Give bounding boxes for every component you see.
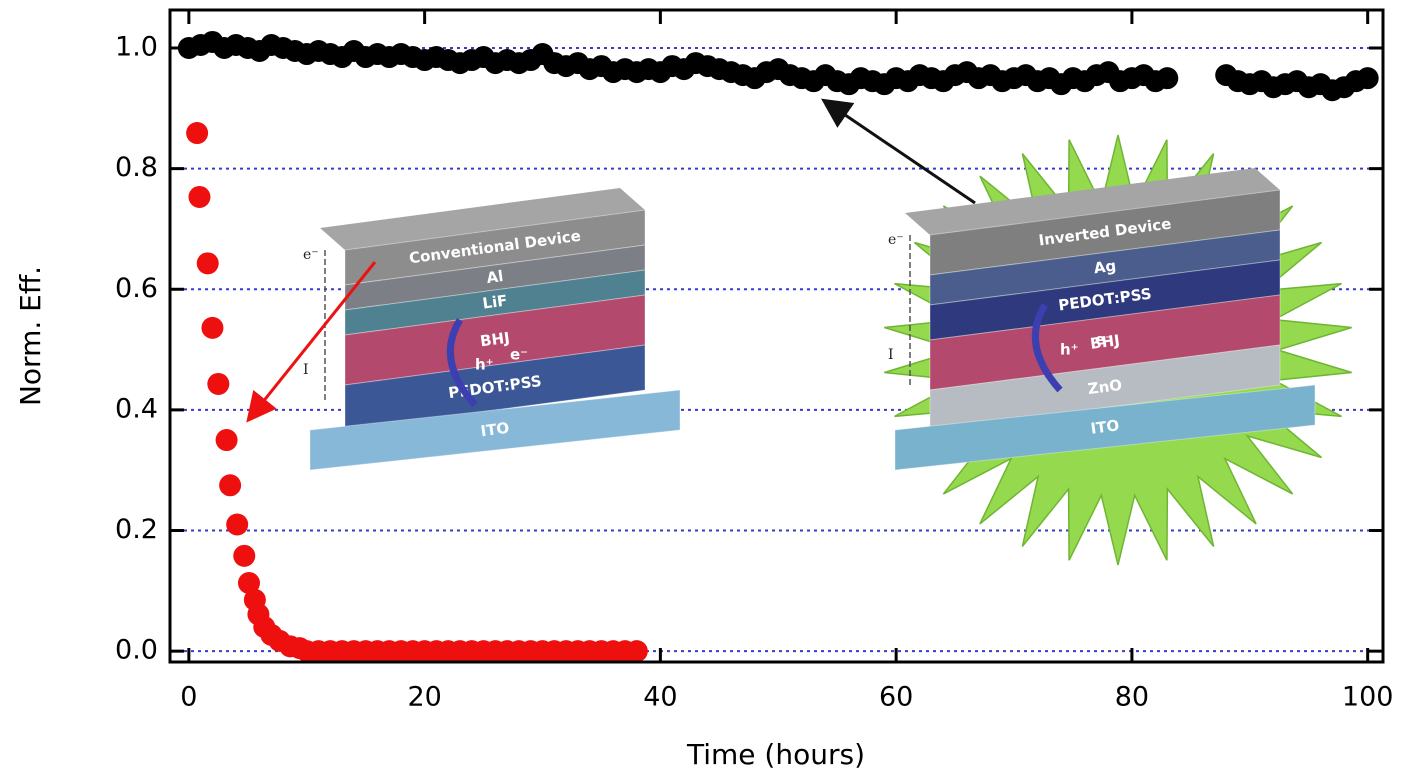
layer-label: ZnO <box>1087 376 1123 398</box>
electron-label: e⁻ <box>1095 331 1113 349</box>
layer <box>929 344 1281 431</box>
data-point <box>219 474 242 497</box>
data-point <box>233 544 256 567</box>
y-tick-label: 0.0 <box>115 635 158 666</box>
layer-label: ITO <box>1090 416 1121 437</box>
x-tick-label: 0 <box>180 682 197 713</box>
y-tick-label: 0.8 <box>115 152 158 183</box>
y-tick-label: 0.6 <box>115 273 158 304</box>
y-tick-label: 1.0 <box>115 31 158 62</box>
layer-label: BHJ <box>479 329 511 351</box>
layer-label: ITO <box>480 419 511 441</box>
data-point <box>201 316 224 339</box>
x-tick-label: 40 <box>643 682 677 713</box>
layer-label: LiF <box>481 291 508 312</box>
data-point <box>188 185 211 208</box>
layer <box>309 389 681 471</box>
data-point <box>237 571 260 594</box>
hole-label: h⁺ <box>1060 341 1079 359</box>
slab-top <box>320 188 645 250</box>
data-point <box>1156 67 1179 90</box>
carrier-arrow <box>1031 303 1063 393</box>
y-axis-label: Norm. Eff. <box>14 266 47 406</box>
y-tick-label: 0.2 <box>115 514 158 545</box>
data-point <box>226 513 249 536</box>
x-tick-label: 20 <box>407 682 441 713</box>
data-point <box>196 252 219 275</box>
x-tick-label: 100 <box>1342 682 1394 713</box>
x-tick-label: 60 <box>879 682 913 713</box>
electron-label: e⁻ <box>303 247 319 263</box>
current-label: I <box>888 347 894 363</box>
arrow <box>821 98 976 205</box>
layer <box>344 344 646 431</box>
insets: Conventional DeviceAlLiFBHJPEDOT:PSSITOe… <box>303 134 1352 566</box>
electron-label: e⁻ <box>510 346 528 364</box>
layer <box>894 384 1316 471</box>
data-point <box>215 429 238 452</box>
y-tick-label: 0.4 <box>115 393 158 424</box>
x-axis-label: Time (hours) <box>686 738 865 771</box>
slab-top <box>905 168 1280 235</box>
layer-label: Ag <box>1093 257 1117 278</box>
data <box>177 30 1379 663</box>
arrow <box>246 261 377 423</box>
x-tick-label: 80 <box>1115 682 1149 713</box>
data-point <box>1356 67 1379 90</box>
data-point <box>207 372 230 395</box>
layer-label: Al <box>485 267 504 287</box>
current-label: I <box>303 362 309 378</box>
electron-label: e⁻ <box>888 232 904 248</box>
carrier-arrow <box>446 318 478 408</box>
data-point <box>625 640 648 663</box>
hole-label: h⁺ <box>475 356 494 374</box>
plot-frame <box>168 8 1385 664</box>
data-point <box>186 122 209 145</box>
layer-label: BHJ <box>1089 331 1121 353</box>
